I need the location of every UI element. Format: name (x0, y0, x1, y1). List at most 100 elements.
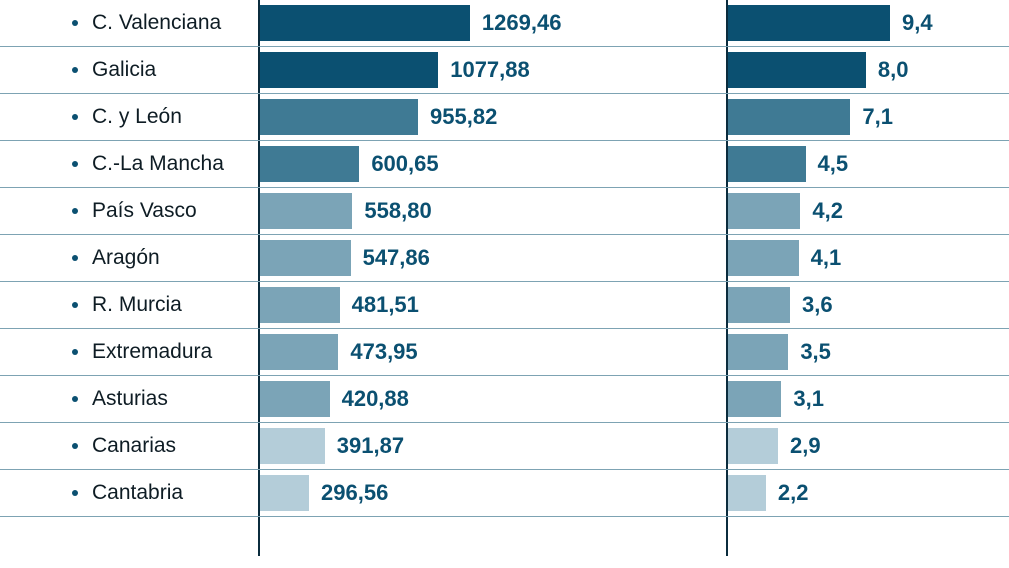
value1-bar (260, 52, 438, 88)
value1-label: 1077,88 (450, 57, 530, 83)
value2-cell: 3,5 (726, 329, 1006, 375)
value1-label: 558,80 (364, 198, 431, 224)
bullet-icon (72, 114, 78, 120)
value2-bar (728, 146, 806, 182)
value2-bar (728, 287, 790, 323)
value1-label: 1269,46 (482, 10, 562, 36)
table-row: Asturias 420,88 3,1 (0, 376, 1009, 423)
bullet-icon (72, 349, 78, 355)
region-label: C.-La Mancha (92, 152, 224, 176)
value2-label: 2,2 (778, 480, 809, 506)
value2-bar (728, 240, 799, 276)
value1-bar (260, 287, 340, 323)
table-row: Aragón 547,86 4,1 (0, 235, 1009, 282)
table-row (0, 517, 1009, 557)
table-row: Galicia 1077,88 8,0 (0, 47, 1009, 94)
table-row: Extremadura 473,95 3,5 (0, 329, 1009, 376)
value2-label: 3,1 (793, 386, 824, 412)
region-label: Canarias (92, 434, 176, 458)
region-label-cell: Aragón (72, 235, 272, 281)
value1-label: 391,87 (337, 433, 404, 459)
bullet-icon (72, 490, 78, 496)
region-label: R. Murcia (92, 293, 182, 317)
value1-cell: 558,80 (258, 188, 710, 234)
value2-cell: 3,1 (726, 376, 1006, 422)
value1-label: 955,82 (430, 104, 497, 130)
value2-cell: 2,9 (726, 423, 1006, 469)
bullet-icon (72, 208, 78, 214)
table-row: C. y León 955,82 7,1 (0, 94, 1009, 141)
value1-label: 296,56 (321, 480, 388, 506)
value1-label: 473,95 (350, 339, 417, 365)
value1-cell: 473,95 (258, 329, 710, 375)
region-label-cell: Extremadura (72, 329, 272, 375)
value2-label: 9,4 (902, 10, 933, 36)
region-label: Asturias (92, 387, 168, 411)
table-row: C.-La Mancha 600,65 4,5 (0, 141, 1009, 188)
value2-cell: 8,0 (726, 47, 1006, 93)
regional-bar-chart: C. Valenciana 1269,46 9,4 Galicia 1077,88 8,0… (0, 0, 1009, 557)
bullet-icon (72, 20, 78, 26)
value1-label: 420,88 (342, 386, 409, 412)
value1-cell: 547,86 (258, 235, 710, 281)
value2-label: 3,5 (800, 339, 831, 365)
value2-bar (728, 99, 850, 135)
value1-label: 600,65 (371, 151, 438, 177)
value1-bar (260, 334, 338, 370)
value2-cell: 2,2 (726, 470, 1006, 516)
region-label: País Vasco (92, 199, 197, 223)
region-label-cell: C. y León (72, 94, 272, 140)
value2-bar (728, 381, 781, 417)
value2-cell: 3,6 (726, 282, 1006, 328)
region-label: Extremadura (92, 340, 212, 364)
value2-label: 3,6 (802, 292, 833, 318)
value1-label: 481,51 (352, 292, 419, 318)
region-label: C. Valenciana (92, 11, 221, 35)
table-row: R. Murcia 481,51 3,6 (0, 282, 1009, 329)
region-label: C. y León (92, 105, 182, 129)
value2-label: 4,5 (818, 151, 849, 177)
region-label-cell: Asturias (72, 376, 272, 422)
value1-cell: 600,65 (258, 141, 710, 187)
region-label: Cantabria (92, 481, 183, 505)
value2-bar (728, 334, 788, 370)
value1-bar (260, 428, 325, 464)
value1-bar (260, 240, 351, 276)
value2-cell: 9,4 (726, 0, 1006, 46)
region-label-cell: Galicia (72, 47, 272, 93)
value2-cell: 4,5 (726, 141, 1006, 187)
region-label-cell: C.-La Mancha (72, 141, 272, 187)
value1-cell: 391,87 (258, 423, 710, 469)
value2-label: 4,1 (811, 245, 842, 271)
value1-bar (260, 146, 359, 182)
table-row: País Vasco 558,80 4,2 (0, 188, 1009, 235)
value2-bar (728, 52, 866, 88)
value2-bar (728, 428, 778, 464)
value1-cell: 1077,88 (258, 47, 710, 93)
table-row: Canarias 391,87 2,9 (0, 423, 1009, 470)
bullet-icon (72, 396, 78, 402)
table-row: C. Valenciana 1269,46 9,4 (0, 0, 1009, 47)
value2-label: 4,2 (812, 198, 843, 224)
value1-cell: 955,82 (258, 94, 710, 140)
bullet-icon (72, 443, 78, 449)
region-label-cell: R. Murcia (72, 282, 272, 328)
region-label-cell: C. Valenciana (72, 0, 272, 46)
region-label-cell: Cantabria (72, 470, 272, 516)
value2-cell: 7,1 (726, 94, 1006, 140)
table-row: Cantabria 296,56 2,2 (0, 470, 1009, 517)
value1-bar (260, 5, 470, 41)
value1-cell: 1269,46 (258, 0, 710, 46)
value2-label: 2,9 (790, 433, 821, 459)
value1-bar (260, 99, 418, 135)
value2-bar (728, 193, 800, 229)
value1-label: 547,86 (363, 245, 430, 271)
value2-label: 7,1 (862, 104, 893, 130)
bullet-icon (72, 67, 78, 73)
value2-bar (728, 475, 766, 511)
value1-bar (260, 475, 309, 511)
region-label: Aragón (92, 246, 160, 270)
value1-cell: 481,51 (258, 282, 710, 328)
value1-cell: 420,88 (258, 376, 710, 422)
region-label-cell: País Vasco (72, 188, 272, 234)
